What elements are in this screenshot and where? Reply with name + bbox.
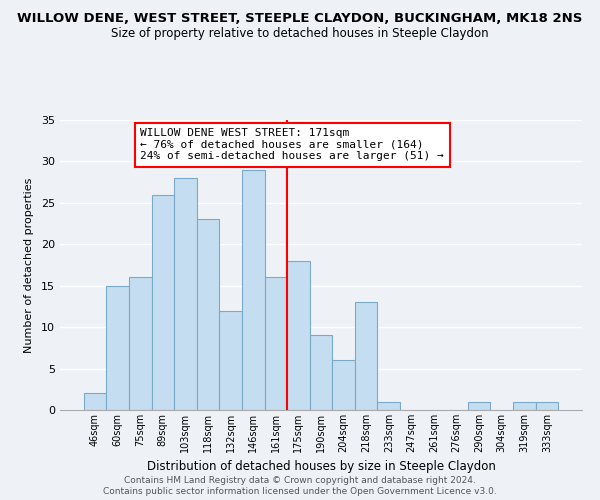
Bar (129, 278, 152, 410)
Bar (152, 194, 174, 410)
Bar (174, 178, 197, 410)
Bar (197, 220, 220, 410)
Bar (106, 286, 129, 410)
Bar (84, 394, 106, 410)
Bar (220, 310, 242, 410)
Bar (468, 402, 490, 410)
Bar (355, 302, 377, 410)
Text: WILLOW DENE WEST STREET: 171sqm
← 76% of detached houses are smaller (164)
24% o: WILLOW DENE WEST STREET: 171sqm ← 76% of… (140, 128, 444, 162)
Bar (536, 402, 558, 410)
Text: Contains HM Land Registry data © Crown copyright and database right 2024.: Contains HM Land Registry data © Crown c… (124, 476, 476, 485)
Bar (332, 360, 355, 410)
Text: WILLOW DENE, WEST STREET, STEEPLE CLAYDON, BUCKINGHAM, MK18 2NS: WILLOW DENE, WEST STREET, STEEPLE CLAYDO… (17, 12, 583, 26)
Bar (265, 278, 287, 410)
Text: Contains public sector information licensed under the Open Government Licence v3: Contains public sector information licen… (103, 488, 497, 496)
Bar (287, 261, 310, 410)
Text: Size of property relative to detached houses in Steeple Claydon: Size of property relative to detached ho… (111, 28, 489, 40)
Bar (513, 402, 536, 410)
Bar (377, 402, 400, 410)
X-axis label: Distribution of detached houses by size in Steeple Claydon: Distribution of detached houses by size … (146, 460, 496, 473)
Bar (310, 336, 332, 410)
Y-axis label: Number of detached properties: Number of detached properties (24, 178, 34, 352)
Bar (242, 170, 265, 410)
